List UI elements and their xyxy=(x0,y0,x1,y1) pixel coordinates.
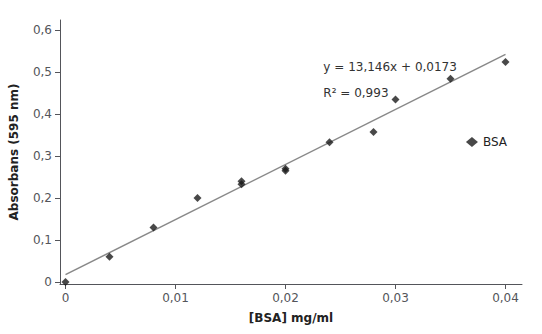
svg-text:R² = 0,993: R² = 0,993 xyxy=(323,86,388,100)
svg-text:0,2: 0,2 xyxy=(33,191,52,205)
svg-text:0,03: 0,03 xyxy=(382,291,409,305)
svg-text:0,6: 0,6 xyxy=(33,23,52,37)
svg-text:BSA: BSA xyxy=(483,135,508,149)
svg-text:0,4: 0,4 xyxy=(33,107,52,121)
svg-text:0,5: 0,5 xyxy=(33,65,52,79)
svg-text:0,1: 0,1 xyxy=(33,233,52,247)
svg-text:0: 0 xyxy=(62,291,70,305)
svg-text:y = 13,146x + 0,0173: y = 13,146x + 0,0173 xyxy=(323,60,457,74)
svg-text:0,02: 0,02 xyxy=(272,291,299,305)
svg-text:[BSA] mg/ml: [BSA] mg/ml xyxy=(249,311,333,325)
svg-text:0,3: 0,3 xyxy=(33,149,52,163)
svg-text:0,01: 0,01 xyxy=(162,291,189,305)
svg-text:0: 0 xyxy=(44,275,52,289)
svg-text:Absorbans (595 nm): Absorbans (595 nm) xyxy=(7,84,21,221)
svg-text:0,04: 0,04 xyxy=(492,291,519,305)
